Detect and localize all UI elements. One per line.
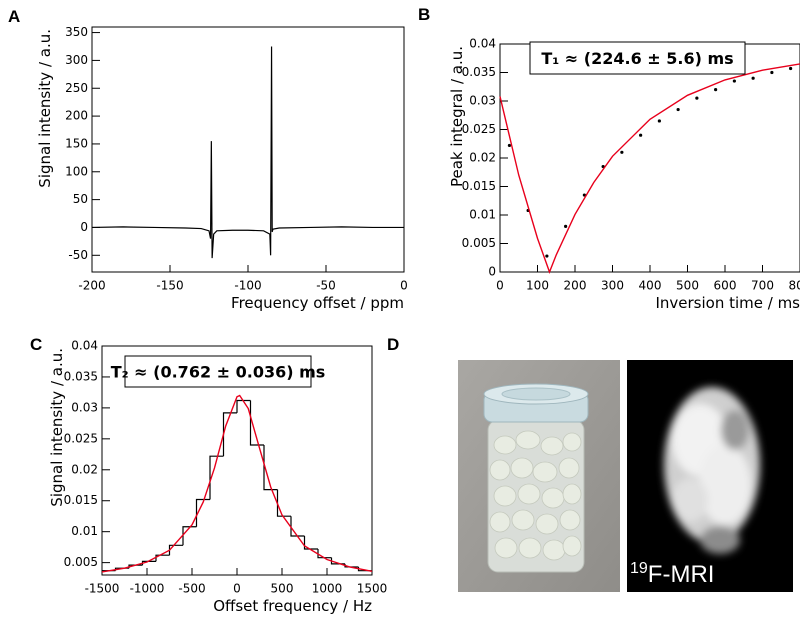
x-tick-label: -150 xyxy=(156,279,183,293)
y-axis-title: Peak integral / a.u. xyxy=(448,46,466,187)
y-tick-label: 0.03 xyxy=(71,400,98,414)
histogram-bin xyxy=(195,498,210,527)
data-point xyxy=(545,254,549,258)
y-tick-label: -50 xyxy=(68,248,88,262)
label-superscript: 19 xyxy=(630,560,648,577)
y-tick-label: 0.005 xyxy=(64,555,98,569)
x-tick-label: 0 xyxy=(496,279,504,293)
x-tick-label: 800 xyxy=(789,279,800,293)
y-tick-label: 50 xyxy=(73,192,88,206)
plot-frame xyxy=(91,26,405,273)
y-tick-label: 0.015 xyxy=(462,179,496,193)
x-tick-label: 600 xyxy=(714,279,737,293)
y-tick-label: 0.035 xyxy=(64,369,98,383)
data-point xyxy=(732,79,736,83)
mri-signal xyxy=(664,387,760,554)
x-tick-label: -200 xyxy=(78,279,105,293)
data-point xyxy=(564,224,568,228)
jar xyxy=(483,383,589,573)
histogram-bin xyxy=(263,445,278,491)
y-tick-label: 0.04 xyxy=(71,339,98,353)
y-tick-label: 0.01 xyxy=(469,208,496,222)
x-tick-label: 1500 xyxy=(357,582,388,596)
x-tick-label: 1000 xyxy=(312,582,343,596)
image-label: 19F-MRI xyxy=(630,560,714,588)
x-tick-label: -500 xyxy=(178,582,205,596)
histogram-bin xyxy=(303,536,318,550)
label-text: F-MRI xyxy=(648,561,715,588)
data-point xyxy=(639,133,643,137)
panel-letter: A xyxy=(8,7,20,26)
x-tick-label: -1500 xyxy=(85,582,120,596)
x-tick-label: -1000 xyxy=(130,582,165,596)
x-axis-title: Offset frequency / Hz xyxy=(213,597,372,615)
data-point xyxy=(676,107,680,112)
y-tick-label: 0.04 xyxy=(469,37,496,51)
x-tick-label: 500 xyxy=(271,582,294,596)
y-tick-label: 200 xyxy=(65,109,88,123)
y-tick-label: 0.01 xyxy=(71,524,98,538)
panel-letter: B xyxy=(418,5,430,24)
y-tick-label: 250 xyxy=(65,81,88,95)
y-tick-label: 0 xyxy=(80,220,88,234)
histogram-bin xyxy=(317,549,332,559)
annotation: T₂ ≈ (0.762 ± 0.036) ms xyxy=(111,363,326,382)
y-tick-label: 100 xyxy=(65,164,88,178)
y-tick-label: 0.03 xyxy=(469,94,496,108)
x-axis-title: Inversion time / ms xyxy=(655,294,800,312)
y-axis-title: Signal intensity / a.u. xyxy=(36,29,54,188)
spectrum-line xyxy=(91,46,404,259)
x-tick-label: 700 xyxy=(751,279,774,293)
y-tick-label: 0.02 xyxy=(469,151,496,165)
data-point xyxy=(789,66,793,71)
plot-frame xyxy=(499,43,800,273)
histogram-bin xyxy=(155,554,170,562)
data-point xyxy=(714,88,718,92)
y-tick-label: 0.005 xyxy=(462,236,496,250)
y-tick-label: 350 xyxy=(65,25,88,39)
annotation: T₁ ≈ (224.6 ± 5.6) ms xyxy=(541,49,733,68)
histogram-bin xyxy=(222,412,237,457)
y-tick-label: 150 xyxy=(65,136,88,150)
y-axis-title: Signal intensity / a.u. xyxy=(48,348,66,507)
x-axis-title: Frequency offset / ppm xyxy=(231,294,404,312)
x-tick-label: 0 xyxy=(400,279,408,293)
x-tick-label: 100 xyxy=(526,279,549,293)
x-tick-label: 500 xyxy=(676,279,699,293)
data-point xyxy=(657,119,661,123)
y-tick-label: 0.025 xyxy=(64,431,98,445)
y-tick-label: 0 xyxy=(488,265,496,279)
data-point xyxy=(751,76,755,80)
data-point xyxy=(620,150,624,154)
x-tick-label: -100 xyxy=(234,279,261,293)
x-tick-label: 300 xyxy=(601,279,624,293)
annotation-box xyxy=(124,355,312,388)
histogram-bin xyxy=(236,399,251,413)
y-tick-label: 300 xyxy=(65,53,88,67)
annotation-box xyxy=(529,41,746,75)
data-point xyxy=(770,70,774,75)
data-point xyxy=(695,96,699,100)
y-tick-label: 0.02 xyxy=(71,462,98,476)
x-tick-label: 400 xyxy=(639,279,662,293)
x-tick-label: -50 xyxy=(316,279,336,293)
histogram-bin xyxy=(276,489,291,517)
y-tick-label: 0.015 xyxy=(64,493,98,507)
histogram-bin xyxy=(209,455,224,500)
x-tick-label: 200 xyxy=(564,279,587,293)
data-point xyxy=(507,143,511,148)
panel-letter: C xyxy=(30,335,42,354)
x-tick-label: 0 xyxy=(233,582,241,596)
histogram-bin xyxy=(290,516,305,537)
y-tick-label: 0.035 xyxy=(462,65,496,79)
fit-curve xyxy=(499,63,800,274)
panel-letter: D xyxy=(387,335,399,354)
histogram-bin xyxy=(182,526,197,546)
y-tick-label: 0.025 xyxy=(462,122,496,136)
fit-curve xyxy=(101,394,373,573)
histogram-bin xyxy=(168,544,183,556)
